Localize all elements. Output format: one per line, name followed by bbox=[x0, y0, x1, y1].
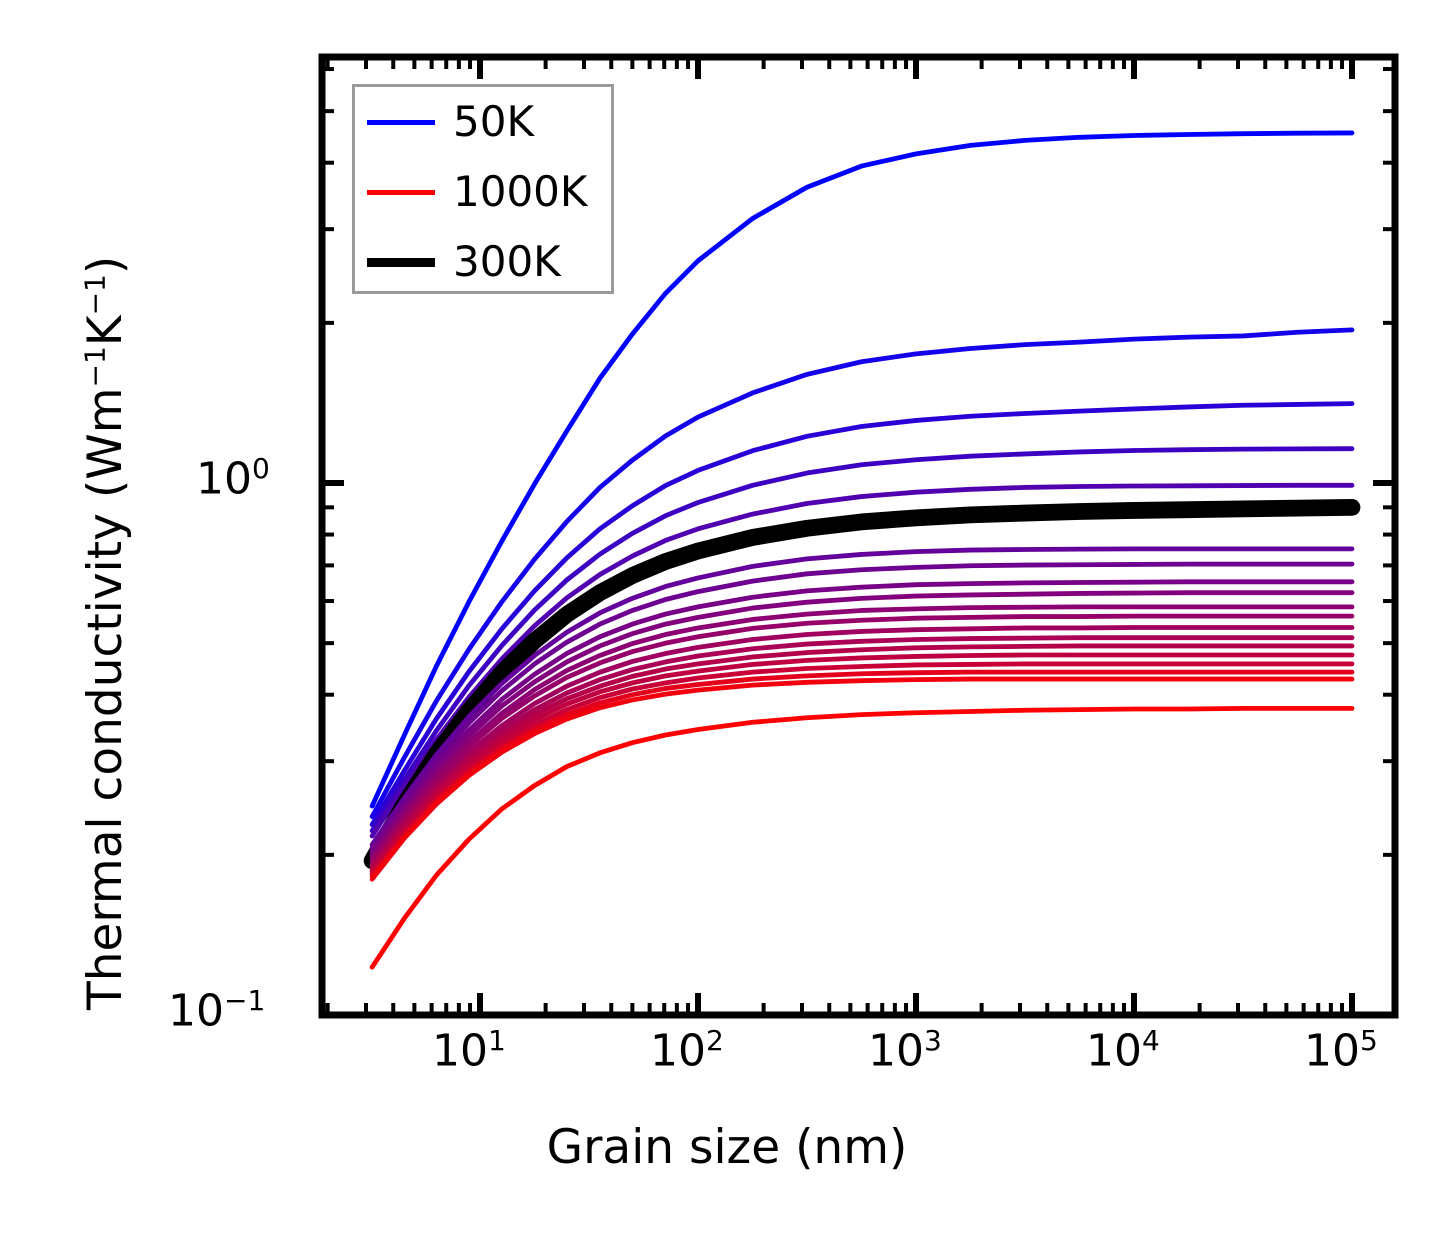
xtick-label-1e4: 104 bbox=[1086, 1024, 1160, 1077]
ylabel-close: ) bbox=[78, 255, 133, 275]
series-line-150k bbox=[369, 401, 1355, 827]
xtick-exponent: 5 bbox=[1360, 1024, 1378, 1057]
ytick-base: 10 bbox=[196, 453, 252, 505]
legend-label-1000k: 1000K bbox=[453, 167, 588, 216]
ylabel-mid: K bbox=[78, 315, 133, 347]
series-line-400k bbox=[369, 561, 1355, 851]
legend-item-50k[interactable]: 50K bbox=[355, 87, 611, 157]
xtick-exponent: 1 bbox=[488, 1024, 506, 1057]
axis-ticks bbox=[322, 57, 1395, 1018]
x-axis-title: Grain size (nm) bbox=[546, 1120, 908, 1175]
legend-label-50k: 50K bbox=[453, 97, 534, 146]
legend-box: 50K 1000K 300K bbox=[352, 84, 614, 294]
series-line-500k bbox=[369, 590, 1355, 858]
xtick-base: 10 bbox=[1086, 1025, 1142, 1077]
series-line-800k bbox=[369, 652, 1355, 875]
xtick-base: 10 bbox=[1304, 1025, 1360, 1077]
series-line-700k bbox=[369, 635, 1355, 870]
xtick-label-1e2: 102 bbox=[650, 1024, 724, 1077]
legend-item-1000k[interactable]: 1000K bbox=[355, 157, 611, 227]
series-line-50k bbox=[369, 130, 1355, 809]
legend-label-300k: 300K bbox=[453, 237, 561, 286]
series-line-250k bbox=[369, 482, 1355, 839]
ytick-label-1e0: 100 bbox=[196, 452, 270, 505]
xtick-base: 10 bbox=[650, 1025, 706, 1077]
xtick-exponent: 2 bbox=[706, 1024, 724, 1057]
xtick-label-1e1: 101 bbox=[432, 1024, 506, 1077]
series-line-600k bbox=[369, 613, 1355, 864]
series-line-950k bbox=[369, 676, 1355, 882]
series-line-1000k bbox=[369, 705, 1355, 970]
series-line-750k bbox=[369, 643, 1355, 872]
series-line-850k bbox=[369, 661, 1355, 877]
xtick-label-1e3: 103 bbox=[868, 1024, 942, 1077]
series-line-200k bbox=[369, 446, 1355, 834]
series-line-350k bbox=[369, 546, 1355, 848]
xtick-exponent: 3 bbox=[924, 1024, 942, 1057]
legend-item-300k[interactable]: 300K bbox=[355, 227, 611, 297]
legend-swatch-300k bbox=[367, 257, 435, 267]
series-line-650k bbox=[369, 625, 1355, 867]
ytick-exponent: 0 bbox=[252, 452, 270, 485]
legend-swatch-1000k bbox=[367, 189, 435, 195]
series-line-100k bbox=[369, 327, 1355, 820]
xtick-base: 10 bbox=[432, 1025, 488, 1077]
ylabel-sup1: −1 bbox=[78, 346, 112, 388]
ytick-label-1e-1: 10−1 bbox=[168, 984, 265, 1037]
y-axis-title: Thermal conductivity (Wm−1K−1) bbox=[78, 256, 133, 1010]
xtick-label-1e5: 105 bbox=[1304, 1024, 1378, 1077]
legend-swatch-50k bbox=[367, 119, 435, 125]
series-line-300k bbox=[363, 498, 1361, 870]
xtick-exponent: 4 bbox=[1142, 1024, 1160, 1057]
ytick-exponent: −1 bbox=[224, 984, 266, 1017]
series-line-450k bbox=[369, 579, 1355, 854]
ytick-base: 10 bbox=[168, 985, 224, 1037]
ylabel-main: Thermal conductivity (Wm bbox=[78, 387, 133, 1010]
series-line-900k bbox=[369, 669, 1355, 880]
series-line-550k bbox=[369, 604, 1355, 861]
ylabel-sup2: −1 bbox=[78, 274, 112, 316]
xtick-base: 10 bbox=[868, 1025, 924, 1077]
curves-group bbox=[363, 130, 1361, 970]
